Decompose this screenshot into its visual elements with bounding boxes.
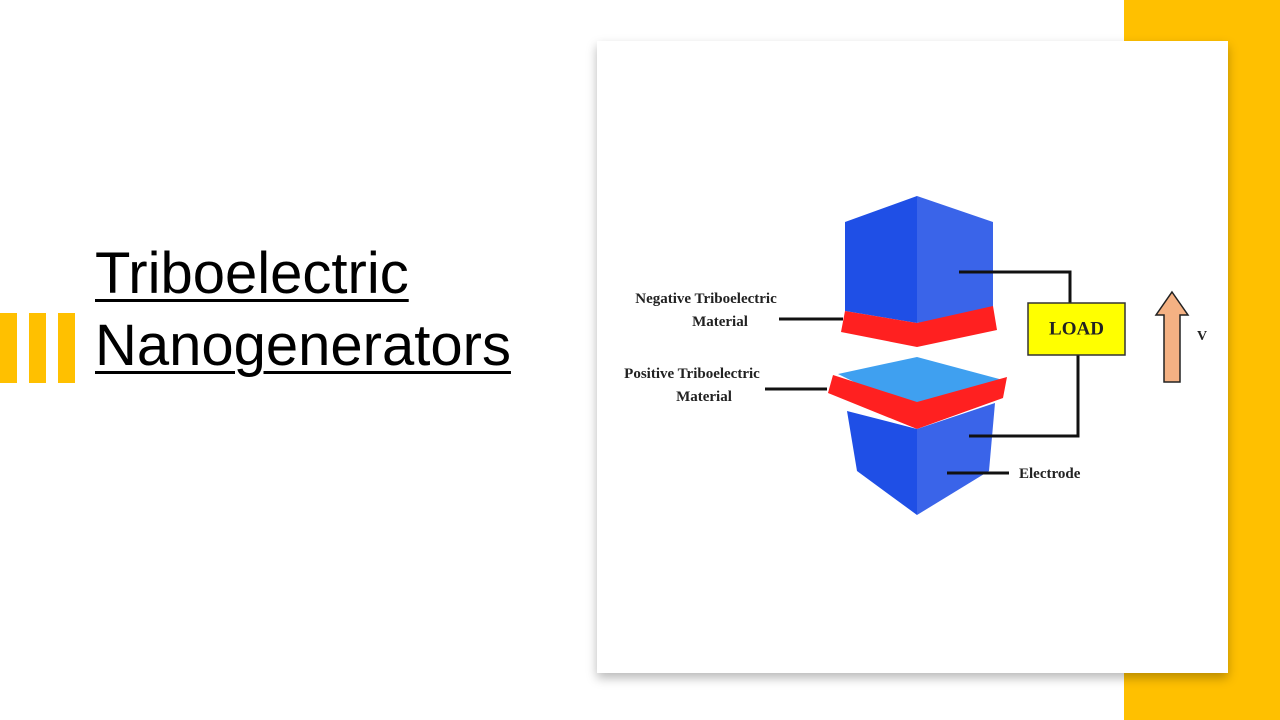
accent-bar bbox=[29, 313, 46, 383]
positive-tribo-layer bbox=[828, 375, 1007, 429]
figure-card: LOAD V Negative Triboelectric Material P… bbox=[597, 41, 1228, 673]
negative-label-line-1: Negative Triboelectric bbox=[635, 291, 777, 307]
lower-block-right-face bbox=[917, 403, 995, 515]
slide-title: Triboelectric Nanogenerators bbox=[95, 238, 511, 382]
upper-block-right-face bbox=[917, 196, 993, 323]
title-line-2: Nanogenerators bbox=[95, 313, 511, 378]
wire-bottom bbox=[969, 355, 1080, 438]
load-box bbox=[1027, 302, 1126, 356]
up-arrow-icon bbox=[1154, 290, 1190, 383]
voltage-label: V bbox=[1197, 329, 1207, 344]
negative-tribo-layer bbox=[841, 306, 997, 347]
upper-block bbox=[841, 196, 997, 347]
lower-block bbox=[828, 357, 1007, 515]
positive-label-line-2: Material bbox=[676, 389, 732, 405]
wire-top bbox=[959, 270, 1072, 303]
lower-block-top-face bbox=[838, 357, 1003, 413]
accent-bar bbox=[58, 313, 75, 383]
teng-diagram: LOAD V Negative Triboelectric Material P… bbox=[624, 196, 1207, 515]
title-line-1: Triboelectric bbox=[95, 241, 409, 306]
lower-block-left-face bbox=[847, 411, 917, 515]
positive-label-line-1: Positive Triboelectric bbox=[624, 366, 760, 382]
upper-block-left-face bbox=[845, 196, 917, 323]
load-label: LOAD bbox=[1049, 318, 1104, 339]
accent-bar bbox=[0, 313, 17, 383]
electrode-label: Electrode bbox=[1019, 466, 1081, 482]
negative-label-line-2: Material bbox=[692, 314, 748, 330]
